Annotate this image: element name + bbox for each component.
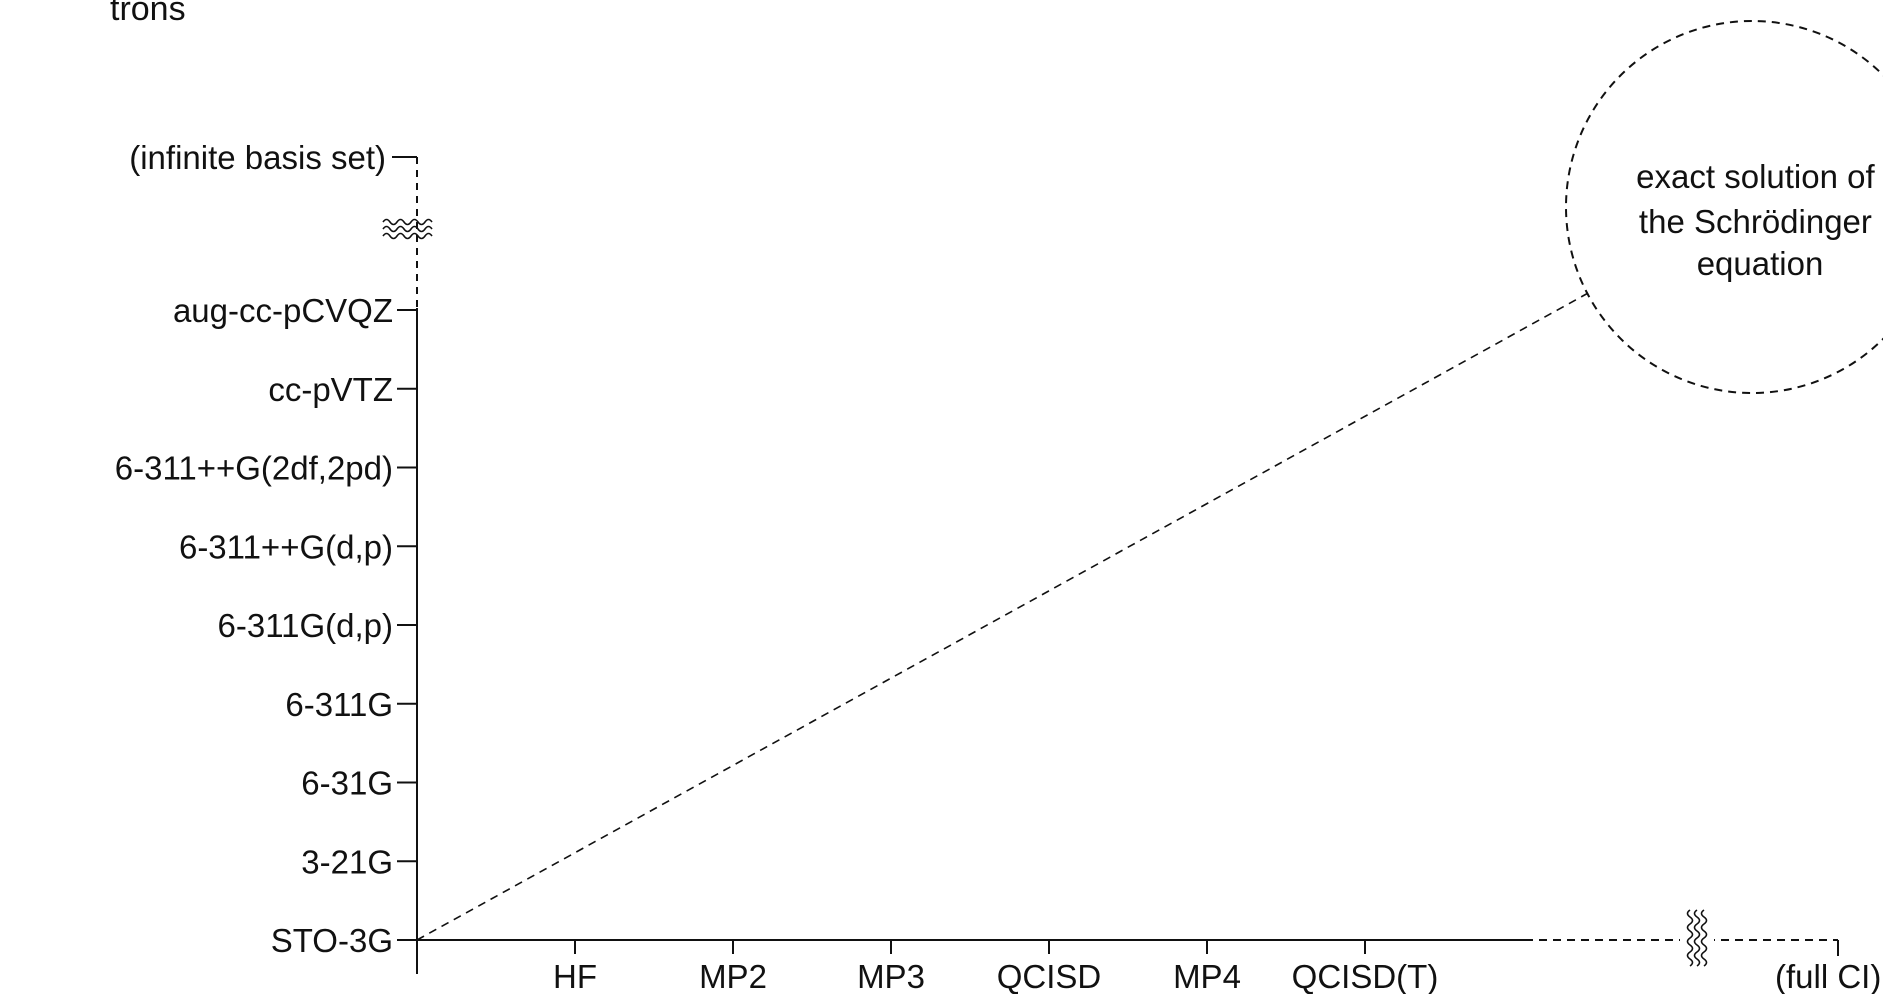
x-axis-label: MP2 — [699, 958, 767, 994]
y-axis-ticks: STO-3G 3-21G 6-31G 6-311G 6-311G(d,p) 6-311++… — [115, 292, 417, 959]
x-axis-label: QCISD — [997, 958, 1102, 994]
x-axis-ticks: HF MP2 MP3 QCISD MP4 QCISD(T) — [553, 940, 1439, 995]
y-axis-label: 6-311G — [285, 686, 393, 723]
x-axis-label: MP3 — [857, 958, 925, 994]
y-axis-top-label: (infinite basis set) — [129, 139, 386, 176]
y-axis-label: cc-pVTZ — [268, 371, 393, 408]
y-axis-break-symbol — [382, 218, 433, 240]
y-axis-label: 6-311++G(d,p) — [179, 528, 393, 565]
y-axis-label: 6-31G — [301, 765, 393, 802]
x-axis-label: MP4 — [1173, 958, 1241, 994]
y-axis-label: STO-3G — [271, 922, 393, 959]
x-axis-break-symbol — [1686, 909, 1708, 967]
y-axis-label: 3-21G — [301, 843, 393, 880]
y-axis-label: 6-311++G(2df,2pd) — [115, 450, 393, 487]
y-axis-label: 6-311G(d,p) — [218, 607, 393, 644]
exact-solution-line-2: the Schrödinger — [1639, 203, 1872, 240]
x-axis-label: HF — [553, 958, 597, 994]
exact-solution-label: exact solution of the Schrödinger equati… — [1636, 158, 1883, 282]
exact-solution-line-1: exact solution of — [1636, 158, 1875, 195]
x-axis-label: QCISD(T) — [1292, 958, 1439, 994]
exact-solution-line-3: equation — [1697, 245, 1824, 282]
x-axis-end-label: (full CI) — [1775, 958, 1881, 994]
y-axis-label: aug-cc-pCVQZ — [173, 292, 393, 329]
diagonal-dashed-line — [416, 291, 1591, 941]
header-partial-text: trons — [110, 0, 186, 28]
